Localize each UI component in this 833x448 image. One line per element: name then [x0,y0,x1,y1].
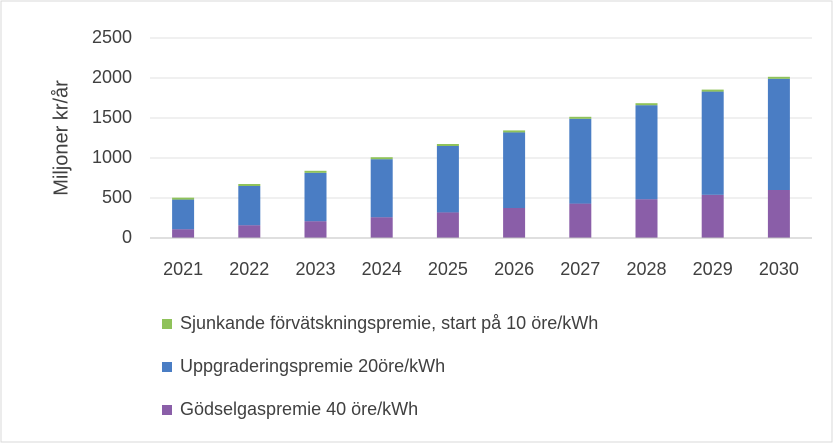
bar-segment [172,199,195,230]
x-tick-label: 2022 [229,259,269,279]
legend-label: Uppgraderingspremie 20öre/kWh [180,356,445,376]
y-tick-label: 500 [102,187,132,207]
bar-segment [436,212,459,238]
bar-segment [370,159,393,218]
bar-segment [238,184,261,186]
bar-segment [767,190,790,238]
x-tick-label: 2026 [494,259,534,279]
x-tick-label: 2030 [759,259,799,279]
bar-segment [436,146,459,213]
y-axis-label: Miljoner kr/år [50,80,72,196]
bar-segment [701,194,724,238]
bar-segment [767,76,790,79]
y-tick-label: 1000 [92,147,132,167]
bar-segment [635,199,658,238]
x-tick-label: 2021 [163,259,203,279]
bar-segment [436,144,459,146]
y-tick-label: 0 [122,227,132,247]
bar-segment [172,229,195,238]
x-tick-label: 2023 [295,259,335,279]
bar-segment [304,172,327,222]
bar-segment [238,225,261,238]
y-tick-label: 2500 [92,27,132,47]
legend-swatch [162,405,172,415]
legend-label: Sjunkande förvätskningspremie, start på … [180,313,598,333]
bar-segment [304,170,327,173]
legend-swatch [162,362,172,372]
bar-segment [569,116,592,119]
bar-segment [569,118,592,204]
x-tick-label: 2025 [428,259,468,279]
x-tick-label: 2027 [560,259,600,279]
bar-segment [304,221,327,238]
bar-segment [503,208,526,238]
bar-segment [238,186,261,226]
bar-segment [503,130,526,133]
bar-segment [635,105,658,200]
bar-segment [569,203,592,238]
bar-segment [635,103,658,106]
bar-segment [503,132,526,208]
bar-segment [767,78,790,190]
bar-segment [370,217,393,238]
x-tick-label: 2029 [693,259,733,279]
bar-segment [701,91,724,195]
bar-segment [701,89,724,92]
y-tick-label: 2000 [92,67,132,87]
legend-label: Gödselgaspremie 40 öre/kWh [180,399,418,419]
legend-swatch [162,319,172,329]
bar-segment [370,157,393,160]
bar-segment [172,197,195,200]
x-tick-label: 2024 [362,259,402,279]
x-tick-label: 2028 [626,259,666,279]
y-tick-label: 1500 [92,107,132,127]
